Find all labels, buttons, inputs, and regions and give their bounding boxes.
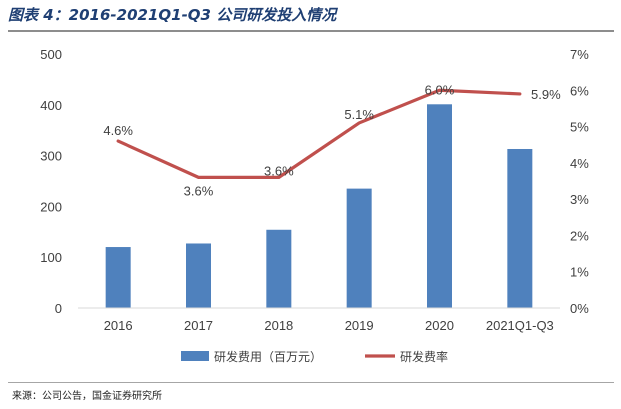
right-axis-tick-label: 0% [570,301,589,316]
right-axis-tick-label: 6% [570,83,589,98]
legend-line-label: 研发费率 [400,349,448,364]
x-axis-tick-label: 2016 [104,318,133,333]
right-axis-tick-label: 5% [570,120,589,135]
left-axis-tick-label: 400 [40,98,62,113]
rate-data-label: 5.9% [531,87,561,102]
legend-bar-swatch [181,351,209,361]
bar-2019 [346,188,372,308]
bar-2021Q1-Q3 [507,148,533,308]
left-axis-tick-label: 100 [40,250,62,265]
x-axis-tick-label: 2018 [264,318,293,333]
source-note: 来源：公司公告，国金证券研究所 [12,391,162,402]
footer-divider [8,382,614,383]
figure-title: 图表 4：2016-2021Q1-Q3 公司研发投入情况 [8,6,337,24]
bar-2020 [427,104,452,309]
bar-2017 [186,243,211,308]
rate-data-label: 3.6% [184,183,214,198]
right-axis-tick-label: 7% [570,47,589,62]
legend-bar-label: 研发费用（百万元） [214,349,322,364]
rate-data-label: 6.0% [425,82,455,97]
rate-data-label: 5.1% [344,107,374,122]
x-axis-tick-label: 2017 [184,318,213,333]
right-axis-tick-label: 1% [570,265,589,280]
left-axis-tick-label: 300 [40,149,62,164]
right-axis-tick-label: 3% [570,192,589,207]
left-axis-tick-label: 0 [55,301,62,316]
x-axis-tick-label: 2020 [425,318,454,333]
x-axis-tick-label: 2021Q1-Q3 [486,318,554,333]
rate-line [116,88,522,179]
left-axis-tick-label: 500 [40,47,62,62]
bar-2016 [105,247,131,308]
rate-data-label: 3.6% [264,163,294,178]
bar-2018 [266,229,292,308]
rate-data-label: 4.6% [103,123,133,138]
left-axis-tick-label: 200 [40,199,62,214]
right-axis-tick-label: 2% [570,228,589,243]
right-axis-tick-label: 4% [570,156,589,171]
title-divider [8,30,614,32]
x-axis-tick-label: 2019 [345,318,374,333]
